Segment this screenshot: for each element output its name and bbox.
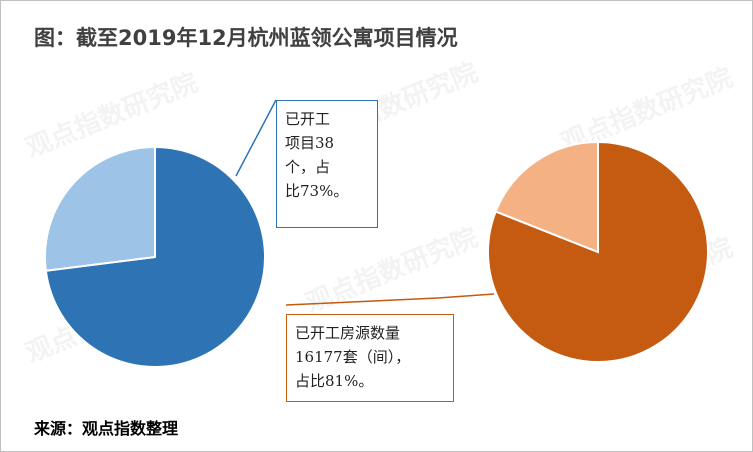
callout-line: 已开工房源数量 (295, 324, 401, 342)
pie-chart-projects (44, 145, 266, 368)
leader-line-left (235, 99, 277, 177)
callout-line: 占比81%。 (295, 372, 374, 390)
callout-line: 比73%。 (285, 182, 349, 200)
pie-slice (44, 145, 156, 272)
leader-line-right-2 (437, 293, 495, 299)
source-note: 来源：观点指数整理 (34, 419, 179, 438)
callout-projects: 已开工 项目38 个，占 比73%。 (276, 100, 378, 228)
callout-line: 个，占 (285, 158, 331, 176)
leader-line-right (285, 297, 439, 306)
pie-chart-rooms (487, 140, 709, 363)
callout-line: 项目38 (285, 134, 335, 152)
callout-line: 16177套（间）， (295, 348, 411, 366)
callout-rooms: 已开工房源数量 16177套（间）， 占比81%。 (286, 314, 454, 402)
page-title: 图：截至2019年12月杭州蓝领公寓项目情况 (34, 26, 458, 50)
pie-slice (494, 140, 599, 254)
callout-line: 已开工 (285, 110, 331, 128)
